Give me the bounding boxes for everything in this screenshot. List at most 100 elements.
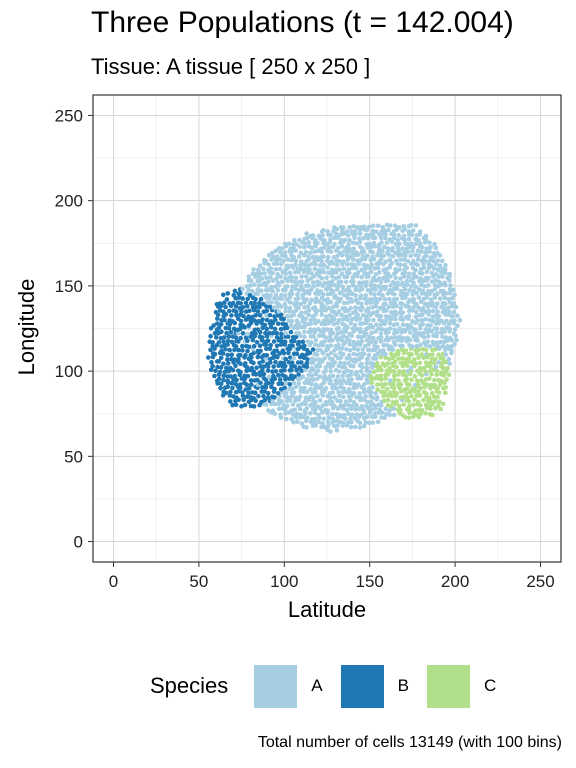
point-species-c — [392, 377, 397, 382]
point-species-a — [246, 274, 252, 280]
point-species-a — [334, 411, 339, 417]
point-species-a — [333, 267, 339, 273]
point-species-c — [419, 407, 425, 413]
point-species-a — [395, 280, 400, 286]
point-species-a — [293, 275, 299, 281]
point-species-c — [407, 382, 412, 388]
point-species-a — [374, 322, 379, 328]
point-species-a — [351, 363, 356, 369]
point-species-a — [434, 272, 439, 277]
point-species-c — [427, 395, 432, 401]
legend-label-b: B — [397, 676, 409, 695]
point-species-a — [278, 274, 284, 280]
point-species-a — [379, 415, 384, 420]
point-species-a — [440, 274, 445, 279]
point-species-a — [407, 297, 413, 303]
point-species-a — [264, 292, 270, 298]
point-species-b — [240, 331, 246, 336]
point-species-b — [228, 389, 233, 395]
point-species-b — [254, 365, 259, 371]
point-species-a — [348, 398, 353, 403]
point-species-b — [229, 313, 234, 318]
point-species-a — [396, 232, 402, 238]
point-species-a — [283, 308, 288, 314]
point-species-a — [415, 318, 420, 323]
point-species-a — [345, 368, 350, 374]
point-species-b — [224, 297, 230, 302]
point-species-a — [340, 373, 346, 379]
point-species-a — [270, 398, 275, 404]
point-species-b — [234, 377, 239, 383]
point-species-b — [254, 340, 260, 345]
point-species-a — [316, 318, 321, 324]
point-species-a — [337, 290, 343, 296]
point-species-a — [372, 292, 377, 297]
point-species-b — [249, 330, 255, 336]
point-species-a — [358, 326, 363, 332]
point-species-b — [208, 347, 213, 353]
point-species-a — [367, 265, 373, 271]
point-species-b — [258, 348, 263, 354]
point-species-a — [309, 382, 315, 387]
point-species-a — [282, 293, 288, 298]
point-species-a — [309, 373, 315, 379]
point-species-a — [313, 382, 319, 388]
point-species-b — [282, 385, 288, 391]
point-species-a — [362, 381, 367, 387]
point-species-b — [221, 361, 226, 367]
point-species-a — [269, 300, 274, 305]
point-species-b — [283, 322, 289, 327]
point-species-c — [410, 414, 416, 420]
point-species-a — [308, 250, 314, 255]
point-species-a — [352, 272, 358, 277]
point-species-a — [330, 330, 336, 336]
point-species-a — [364, 403, 369, 409]
point-species-a — [323, 386, 329, 391]
point-species-b — [230, 319, 235, 324]
point-species-b — [249, 365, 255, 371]
point-species-b — [221, 309, 226, 315]
point-species-b — [251, 404, 257, 409]
point-species-a — [319, 276, 325, 281]
point-species-a — [448, 318, 454, 324]
point-species-c — [423, 402, 429, 408]
point-species-a — [443, 270, 448, 276]
point-species-a — [375, 395, 380, 400]
point-species-b — [206, 355, 211, 360]
point-species-a — [368, 407, 374, 413]
point-species-a — [328, 249, 334, 254]
point-species-c — [440, 365, 446, 371]
point-species-a — [354, 326, 360, 332]
point-species-a — [289, 394, 295, 399]
point-species-b — [305, 357, 310, 362]
point-species-b — [228, 330, 234, 335]
point-species-a — [313, 416, 318, 422]
point-species-a — [308, 276, 314, 281]
point-species-b — [310, 347, 316, 352]
point-species-a — [317, 357, 322, 362]
point-species-a — [373, 287, 378, 293]
point-species-b — [272, 353, 278, 358]
point-species-a — [421, 265, 427, 270]
point-species-a — [416, 331, 422, 336]
point-species-a — [384, 240, 390, 246]
point-species-a — [320, 421, 325, 426]
point-species-c — [409, 377, 414, 383]
point-species-a — [443, 335, 449, 340]
point-species-a — [312, 410, 318, 416]
point-species-a — [308, 410, 313, 416]
point-species-b — [244, 368, 249, 374]
chart-title: Three Populations (t = 142.004) — [91, 6, 514, 39]
point-species-a — [313, 312, 319, 317]
point-species-a — [354, 395, 359, 400]
point-species-a — [359, 404, 365, 409]
point-species-a — [342, 248, 347, 254]
point-species-a — [345, 300, 351, 306]
point-species-b — [278, 335, 284, 341]
point-species-a — [278, 261, 284, 267]
point-species-a — [364, 313, 369, 319]
point-species-a — [335, 286, 340, 292]
point-species-b — [274, 348, 280, 354]
point-species-c — [446, 372, 452, 378]
point-species-a — [337, 259, 342, 264]
